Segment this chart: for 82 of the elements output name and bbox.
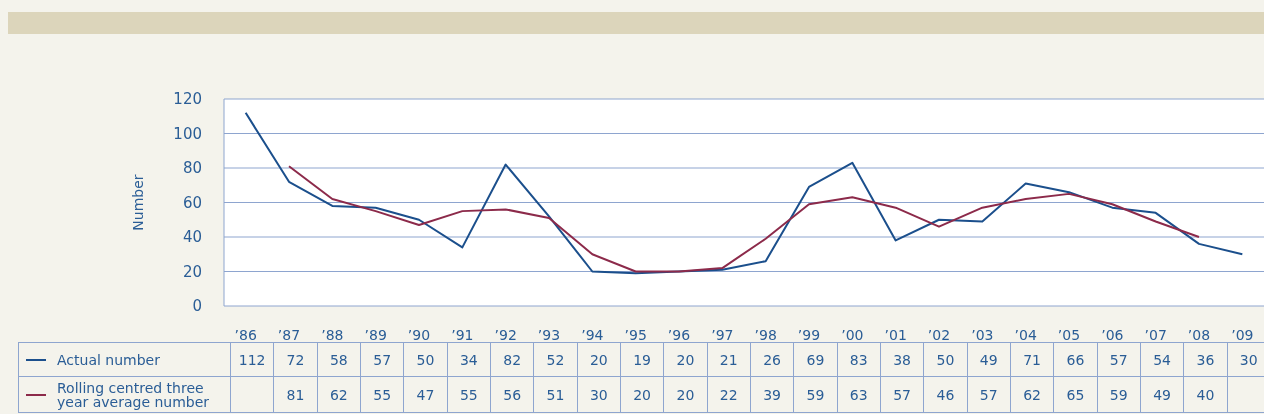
table-cell: 40 [1183, 376, 1228, 413]
table-cell: 51 [533, 376, 578, 413]
table-cell: 39 [750, 376, 794, 413]
x-tick-label: ’95 [624, 326, 647, 343]
legend-label: Rolling centred three year average number [57, 379, 211, 410]
table-cell: 81 [273, 376, 318, 413]
x-tick-label: ’88 [321, 326, 344, 343]
x-tick-label: ’05 [1057, 326, 1081, 343]
table-cell: 83 [837, 342, 881, 377]
table-cell: 57 [880, 376, 924, 413]
x-tick-label: ’96 [667, 326, 691, 343]
y-tick-label: 60 [182, 193, 202, 212]
table-cell: 57 [967, 376, 1011, 413]
table-cell: 34 [447, 342, 491, 377]
table-cell: 112 [230, 342, 274, 377]
x-tick-label: ’04 [1014, 326, 1037, 343]
table-cell: 63 [837, 376, 881, 413]
x-tick-label: ’00 [841, 326, 864, 343]
table-cell: 46 [923, 376, 968, 413]
table-cell: 21 [707, 342, 751, 377]
x-tick-label: ’97 [711, 326, 734, 343]
x-tick-label: ’94 [581, 326, 604, 343]
x-tick-label: ’07 [1144, 326, 1167, 343]
table-cell: 62 [1010, 376, 1054, 413]
table-cell: 50 [403, 342, 448, 377]
table-cell: 26 [750, 342, 794, 377]
x-tick-label: ’87 [277, 326, 301, 343]
y-tick-label: 100 [173, 124, 202, 143]
y-tick-label: 20 [182, 262, 202, 281]
table-cell: 71 [1010, 342, 1054, 377]
x-tick-label: ’09 [1231, 326, 1254, 343]
table-cell: 62 [317, 376, 361, 413]
table-cell: 49 [1140, 376, 1184, 413]
table-cell: 72 [273, 342, 318, 377]
table-cell: 55 [447, 376, 491, 413]
x-tick-label: ’90 [407, 326, 431, 343]
x-tick-label: ’89 [364, 326, 387, 343]
table-cell: 54 [1140, 342, 1184, 377]
table-cell: 82 [490, 342, 534, 377]
table-cell: 55 [360, 376, 404, 413]
table-cell: 30 [577, 376, 621, 413]
table-cell: 19 [620, 342, 664, 377]
y-tick-label: 80 [182, 159, 202, 178]
x-tick-label: ’98 [754, 326, 777, 343]
table-cell: 49 [967, 342, 1011, 377]
table-cell: 20 [577, 342, 621, 377]
x-tick-label: ’93 [537, 326, 561, 343]
x-tick-label: ’08 [1187, 326, 1211, 343]
y-tick-label: 0 [192, 297, 202, 316]
table-cell: 69 [793, 342, 838, 377]
table-cell: 38 [880, 342, 924, 377]
y-tick-label: 120 [173, 90, 202, 109]
line-series [288, 165, 1200, 273]
table-cell: 20 [663, 376, 708, 413]
table-cell: 57 [1097, 342, 1141, 377]
table-cell: 30 [1227, 342, 1264, 377]
y-tick-label: 40 [182, 228, 202, 247]
x-tick-label: ’02 [927, 326, 951, 343]
x-tick-label: ’91 [451, 326, 474, 343]
x-tick-label: ’92 [494, 326, 517, 343]
legend-label: Actual number [57, 351, 160, 368]
table-cell: 57 [360, 342, 404, 377]
table-cell: 56 [490, 376, 534, 413]
table-cell: 66 [1053, 342, 1098, 377]
table-cell: 58 [317, 342, 361, 377]
table-cell: 20 [663, 342, 708, 377]
y-axis-title: Number [129, 174, 146, 231]
table-cell: 65 [1053, 376, 1098, 413]
x-tick-label: ’06 [1101, 326, 1124, 343]
x-tick-label: ’99 [797, 326, 821, 343]
table-cell: 59 [1097, 376, 1141, 413]
table-cell: 22 [707, 376, 751, 413]
table-cell: 50 [923, 342, 968, 377]
x-tick-label: ’01 [884, 326, 907, 343]
x-tick-label: ’03 [971, 326, 994, 343]
table-cell: 36 [1183, 342, 1228, 377]
table-cell: 47 [403, 376, 448, 413]
table-cell: 59 [793, 376, 838, 413]
line-series [244, 111, 1244, 275]
table-cell: 20 [620, 376, 664, 413]
x-tick-label: ’86 [234, 326, 257, 343]
table-cell: 52 [533, 342, 578, 377]
